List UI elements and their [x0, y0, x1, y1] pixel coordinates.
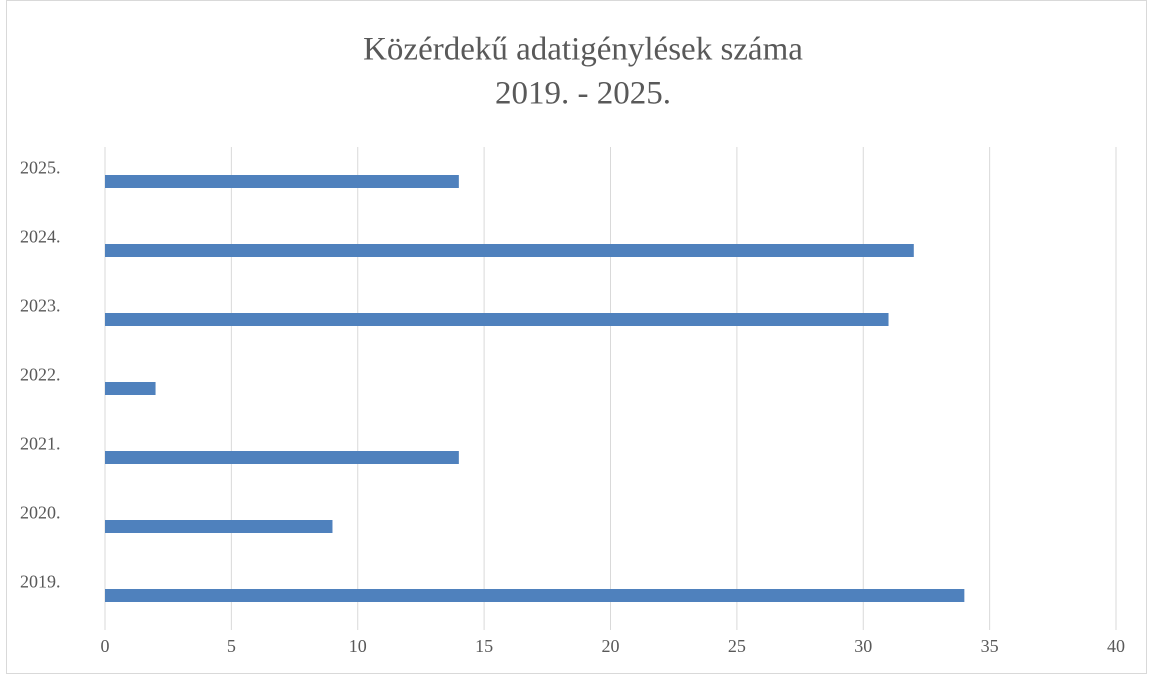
- x-tick-label: 0: [101, 636, 110, 656]
- x-tick-label: 40: [1107, 636, 1125, 656]
- bar: [105, 244, 914, 257]
- bar: [105, 520, 333, 533]
- y-tick-label: 2022.: [20, 365, 61, 385]
- y-tick-label: 2024.: [20, 227, 61, 247]
- bar: [105, 313, 889, 326]
- y-tick-label: 2023.: [20, 296, 61, 316]
- x-tick-label: 15: [475, 636, 493, 656]
- chart-title: Közérdekű adatigénylések száma: [363, 32, 803, 68]
- x-tick-label: 30: [854, 636, 872, 656]
- y-tick-label: 2020.: [20, 503, 61, 523]
- y-tick-label: 2021.: [20, 434, 61, 454]
- x-tick-label: 10: [349, 636, 367, 656]
- bar: [105, 451, 459, 464]
- chart-border: [6, 0, 1147, 674]
- x-tick-label: 20: [602, 636, 620, 656]
- y-tick-label: 2025.: [20, 158, 61, 178]
- bar: [105, 175, 459, 188]
- bar: [105, 382, 156, 395]
- y-tick-label: 2019.: [20, 572, 61, 592]
- bar: [105, 589, 965, 602]
- x-tick-label: 35: [981, 636, 999, 656]
- x-tick-label: 5: [227, 636, 236, 656]
- chart-subtitle: 2019. - 2025.: [495, 76, 671, 112]
- x-tick-label: 25: [728, 636, 746, 656]
